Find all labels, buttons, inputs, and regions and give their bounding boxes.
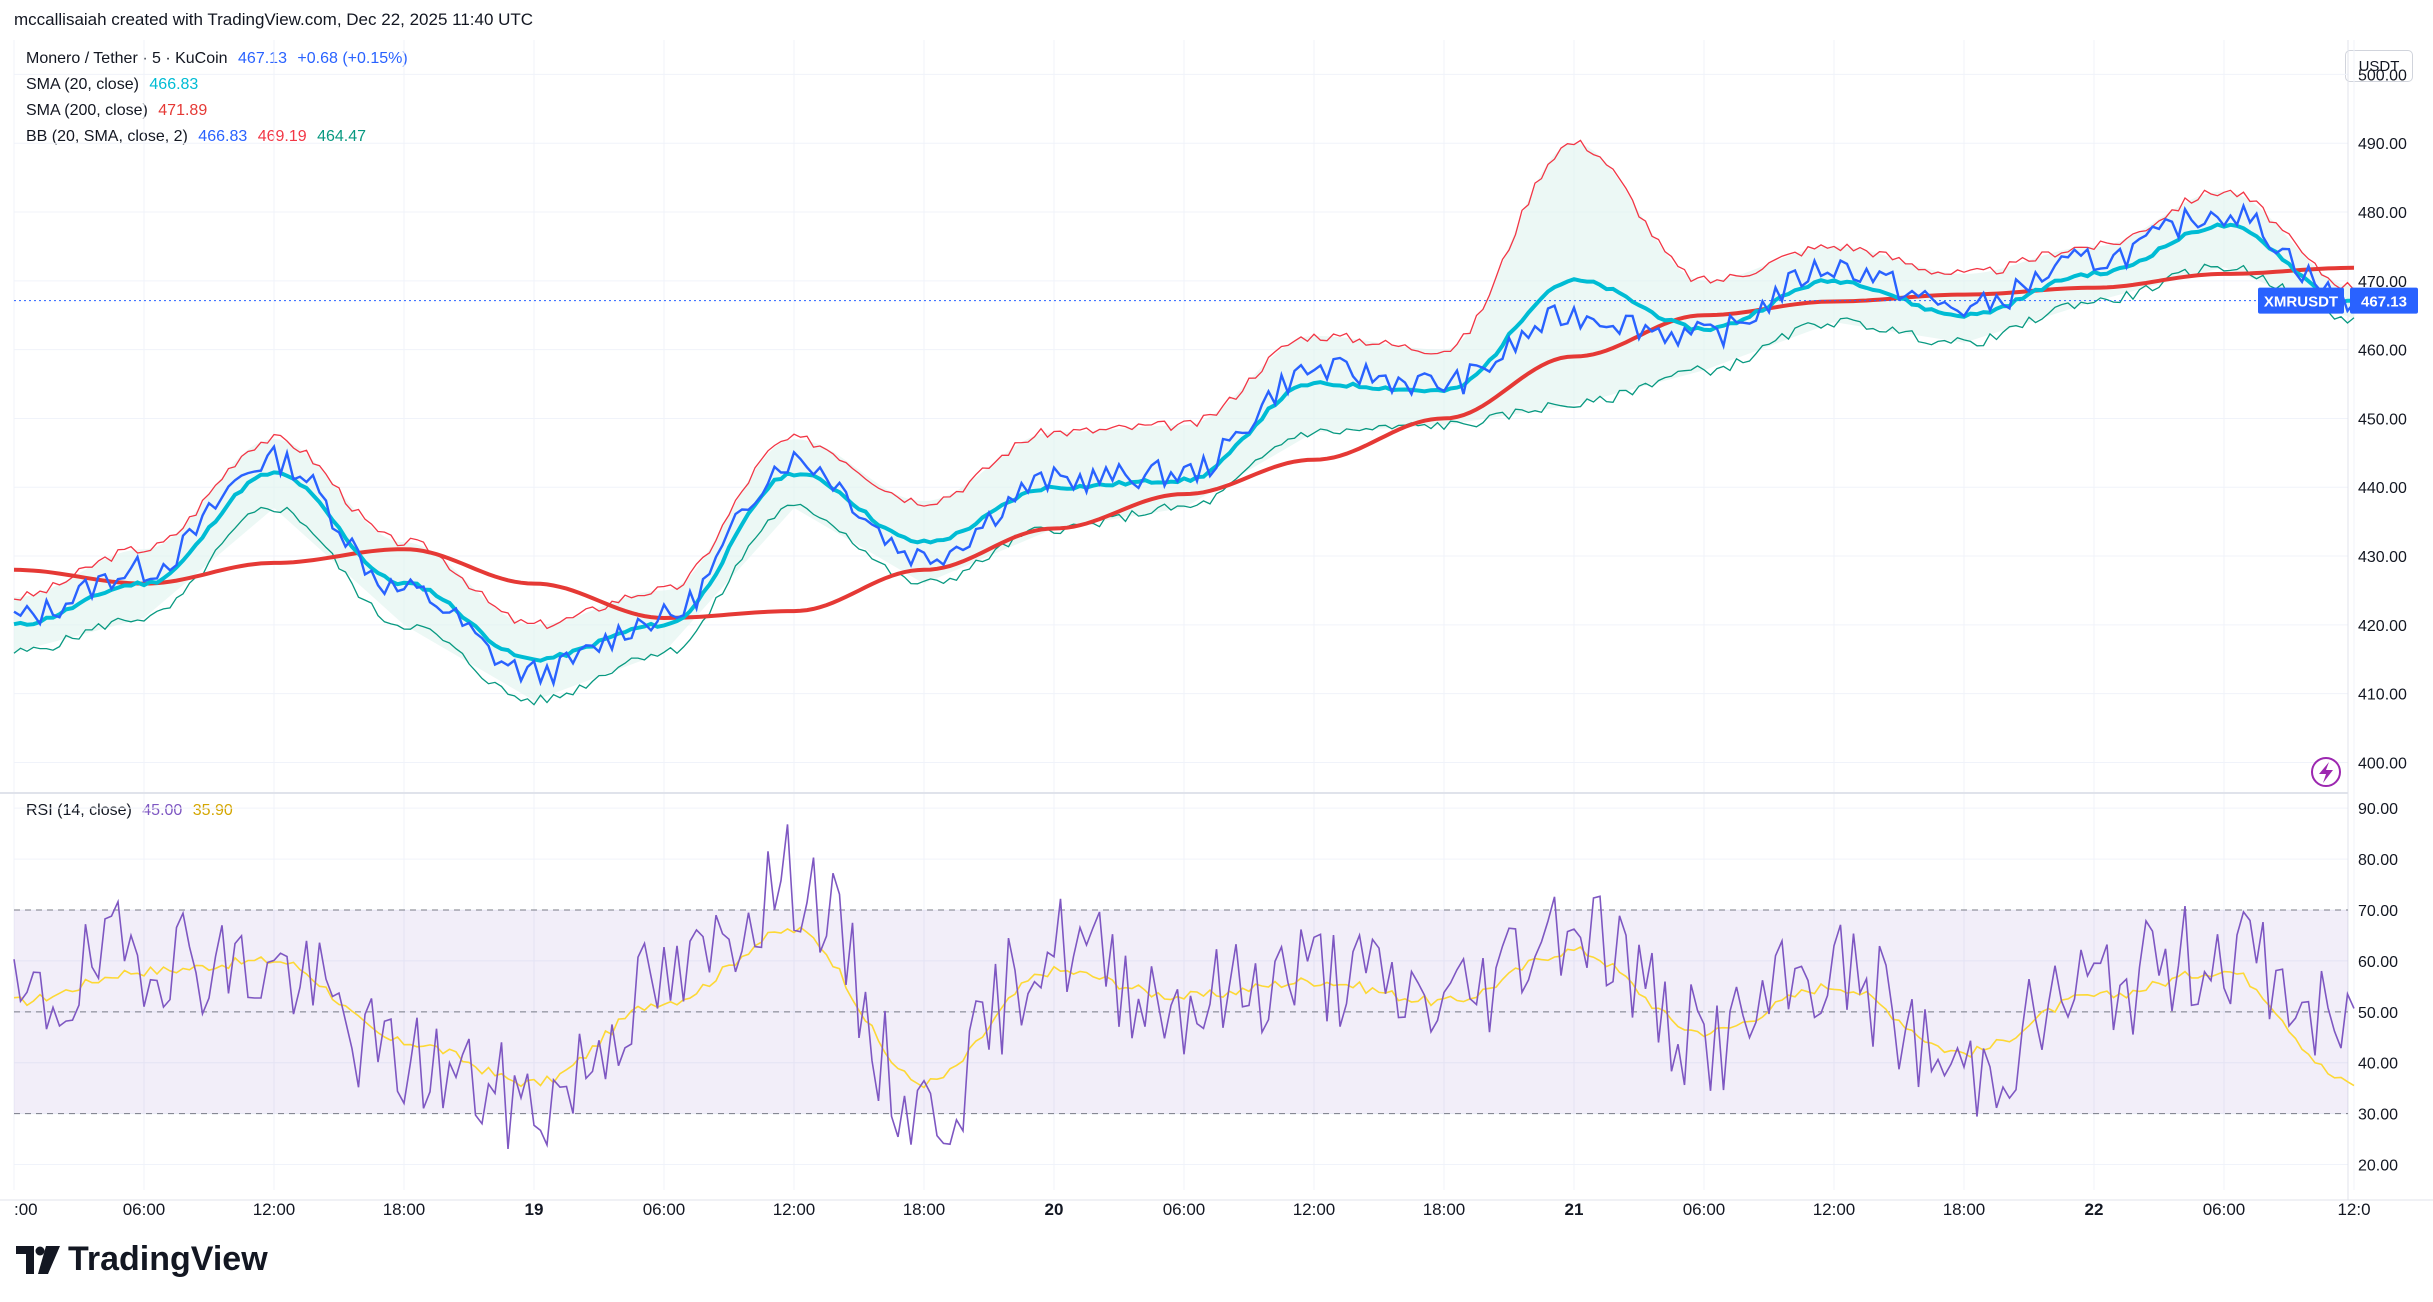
time-tick-label: 12:00 (1813, 1200, 1856, 1219)
time-tick-label: 18:00 (903, 1200, 946, 1219)
rsi-line (13, 824, 2355, 1149)
sma20-value: 466.83 (149, 76, 199, 93)
brand-name: TradingView (68, 1240, 268, 1278)
time-tick-label: 06:00 (2203, 1200, 2246, 1219)
symbol-tag-text: XMRUSDT (2264, 294, 2338, 311)
rsi-tick-label: 20.00 (2358, 1158, 2398, 1175)
time-tick-label: 06:00 (1163, 1200, 1206, 1219)
sma200-line (13, 265, 2355, 621)
rsi-tick-label: 50.00 (2358, 1005, 2398, 1022)
bb-label: BB (20, SMA, close, 2) (26, 128, 188, 145)
time-tick-label: 18:00 (383, 1200, 426, 1219)
time-tick-label: 18:00 (1943, 1200, 1986, 1219)
time-tick-label: 12:00 (773, 1200, 816, 1219)
rsi-label: RSI (14, close) (26, 802, 132, 819)
price-tick-label: 430.00 (2358, 549, 2407, 566)
bb-upper-value: 469.19 (257, 128, 307, 145)
rsi-legend[interactable]: RSI (14, close) 45.00 35.90 (26, 802, 239, 820)
time-tick-label: :00 (14, 1200, 38, 1219)
attribution-text: mccallisaiah created with TradingView.co… (14, 10, 534, 29)
price-tick-label: 450.00 (2358, 411, 2407, 428)
rsi-value: 45.00 (142, 802, 183, 819)
brand-logo[interactable]: TradingView (16, 1240, 268, 1279)
rsi-tick-label: 90.00 (2358, 801, 2398, 818)
sma20-label: SMA (20, close) (26, 76, 139, 93)
symbol-tag-bg (2258, 287, 2344, 314)
bb-lower-line (13, 263, 2355, 706)
symbol-change: +0.68 (+0.15%) (297, 50, 408, 67)
time-tick-label: 19 (525, 1200, 544, 1219)
sma200-label: SMA (200, close) (26, 102, 148, 119)
bb-basis-value: 466.83 (198, 128, 248, 145)
time-tick-label: 22 (2085, 1200, 2104, 1219)
time-tick-label: 06:00 (123, 1200, 166, 1219)
price-tick-label: 470.00 (2358, 274, 2407, 291)
rsi-tick-label: 70.00 (2358, 903, 2398, 920)
price-tick-label: 400.00 (2358, 755, 2407, 772)
price-tick-label: 490.00 (2358, 136, 2407, 153)
sma200-value: 471.89 (158, 102, 208, 119)
price-tick-label: 440.00 (2358, 480, 2407, 497)
rsi-ma-value: 35.90 (192, 802, 233, 819)
time-tick-label: 06:00 (1683, 1200, 1726, 1219)
price-line (13, 202, 2355, 688)
price-tick-label: 480.00 (2358, 205, 2407, 222)
price-tick-label: 500.00 (2358, 67, 2407, 84)
rsi-tick-label: 60.00 (2358, 954, 2398, 971)
bb-fill (14, 143, 2354, 701)
last-price-tag-text: 467.13 (2361, 294, 2407, 311)
bb-upper-line (13, 139, 2355, 630)
time-tick-label: 20 (1045, 1200, 1064, 1219)
symbol-name: Monero / Tether · 5 · KuCoin (26, 50, 228, 67)
bb-legend[interactable]: BB (20, SMA, close, 2) 466.83 469.19 464… (26, 128, 372, 146)
price-tick-label: 460.00 (2358, 343, 2407, 360)
time-tick-label: 06:00 (643, 1200, 686, 1219)
time-tick-label: 18:00 (1423, 1200, 1466, 1219)
rsi-tick-label: 80.00 (2358, 852, 2398, 869)
tradingview-logo-icon (16, 1245, 60, 1274)
sma20-legend[interactable]: SMA (20, close) 466.83 (26, 76, 204, 94)
rsi-tick-label: 40.00 (2358, 1056, 2398, 1073)
price-tick-label: 420.00 (2358, 618, 2407, 635)
bb-lower-value: 464.47 (317, 128, 367, 145)
symbol-legend[interactable]: Monero / Tether · 5 · KuCoin 467.13 +0.6… (26, 50, 414, 68)
rsi-ma-line (13, 926, 2355, 1089)
price-tick-label: 410.00 (2358, 687, 2407, 704)
symbol-price: 467.13 (238, 50, 287, 67)
sma200-legend[interactable]: SMA (200, close) 471.89 (26, 102, 213, 120)
time-tick-label: 12:0 (2337, 1200, 2370, 1219)
rsi-tick-label: 30.00 (2358, 1107, 2398, 1124)
time-tick-label: 21 (1565, 1200, 1584, 1219)
currency-unit-button[interactable]: USDT (2345, 50, 2413, 82)
time-tick-label: 12:00 (1293, 1200, 1336, 1219)
last-price-tag-bg (2350, 287, 2418, 314)
lightning-icon[interactable] (2311, 757, 2341, 787)
time-tick-label: 12:00 (253, 1200, 296, 1219)
